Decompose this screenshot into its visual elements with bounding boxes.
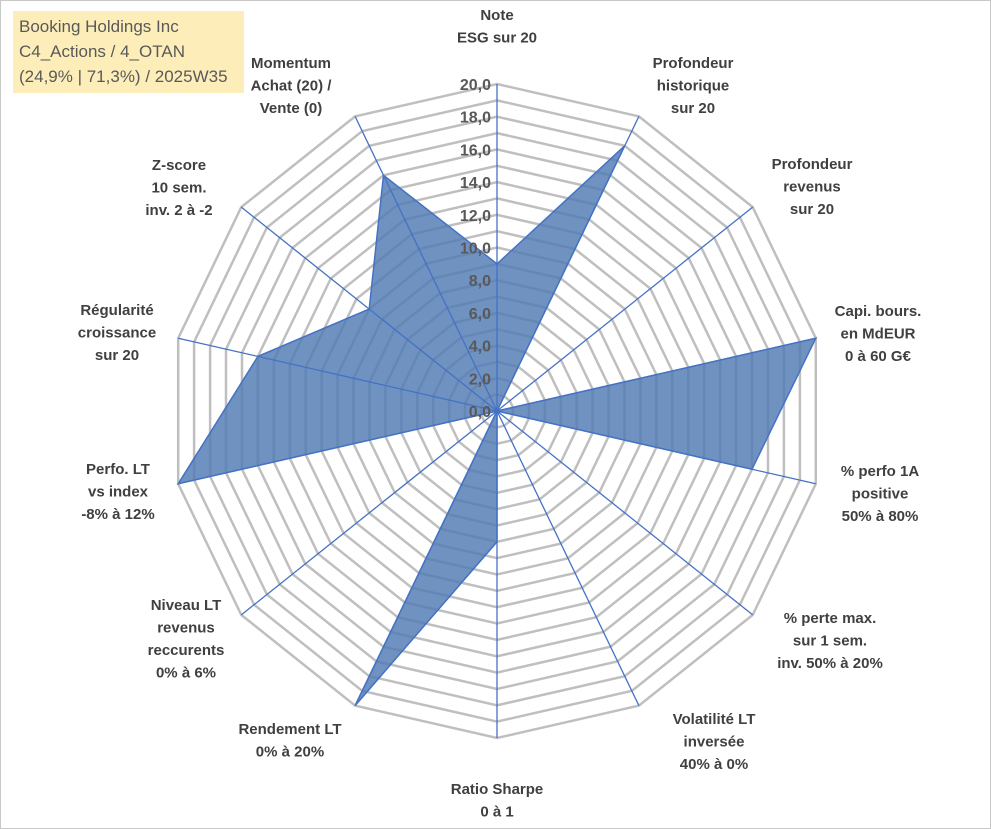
axis-label: Profondeur revenus sur 20 [772,156,853,218]
axis-label: Z-score 10 sem. inv. 2 à -2 [145,157,212,219]
axis-label: Capi. bours. en MdEUR 0 à 60 G€ [835,303,922,365]
axis-spoke [496,410,754,616]
axis-label-line: Profondeur [772,156,853,173]
axis-label-line: sur 20 [671,100,715,117]
axis-label-line: 10 sem. [151,180,206,197]
axis-label-line: Régularité [80,302,153,319]
axis-label: Volatilité LT inversée 40% à 0% [673,711,756,773]
axis-label-line: sur 20 [790,201,834,218]
axis-label-line: Rendement LT [238,721,341,738]
axis-spoke [240,206,498,412]
axis-label: Note ESG sur 20 [457,7,537,47]
axis-label-line: Note [480,7,513,24]
axis-label-line: 0% à 6% [156,665,216,682]
axis-label-line: en MdEUR [841,326,916,343]
axis-spoke [354,410,498,706]
axis-label-line: % perte max. [784,610,877,627]
axis-label-line: Perfo. LT [86,461,150,478]
axis-label-line: historique [657,78,730,95]
title-company: Booking Holdings Inc [19,17,179,36]
axis-label-line: Z-score [152,157,206,174]
radial-tick-label: 0,0 [469,404,491,421]
axis-label-line: reccurents [148,642,225,659]
axis-label-line: Ratio Sharpe [451,781,544,798]
axis-label-line: 0 à 60 G€ [845,348,912,365]
axis-label: Rendement LT 0% à 20% [238,721,341,761]
axis-label-line: % perfo 1A [841,463,920,480]
axis-label: Momentum Achat (20) / Vente (0) [251,55,333,117]
axis-label-line: inv. 50% à 20% [777,655,883,672]
axis-label-line: ESG sur 20 [457,30,537,47]
axis-label-line: -8% à 12% [81,506,154,523]
radial-tick-label: 14,0 [460,175,491,192]
axis-label-line: inv. 2 à -2 [145,202,212,219]
radial-tick-label: 12,0 [460,208,491,225]
title-stats: (24,9% | 71,3%) / 2025W35 [19,67,228,86]
axis-label-line: Vente (0) [260,100,323,117]
radial-tick-label: 6,0 [469,306,491,323]
axis-spoke [496,410,640,706]
axis-label: Perfo. LT vs index -8% à 12% [81,461,154,523]
radial-tick-label: 4,0 [469,339,491,356]
axis-spoke [178,410,498,485]
radial-tick-label: 10,0 [460,241,491,258]
axis-label: Profondeur historique sur 20 [653,55,734,117]
axis-spoke [178,337,498,412]
axis-spoke [354,116,498,412]
axis-label: % perte max. sur 1 sem. inv. 50% à 20% [777,610,883,672]
axis-label: Régularité croissance sur 20 [78,302,156,364]
title-category: C4_Actions / 4_OTAN [19,42,185,61]
axis-label-line: Niveau LT [151,597,222,614]
axis-label-line: 50% à 80% [842,508,919,525]
axis-label-line: sur 20 [95,347,139,364]
axis-label-line: 0% à 20% [256,744,324,761]
axis-label-line: vs index [88,484,149,501]
radial-tick-label: 18,0 [460,110,491,127]
radial-tick-label: 2,0 [469,371,491,388]
axis-label-line: inversée [684,734,745,751]
axis-label-line: Profondeur [653,55,734,72]
radial-tick-label: 20,0 [460,77,491,94]
axis-label-line: positive [852,486,909,503]
axis-spoke [240,410,498,616]
axis-label-line: 0 à 1 [480,804,513,821]
radial-tick-label: 8,0 [469,273,491,290]
axis-label-line: Momentum [251,55,331,72]
axis-label-line: Capi. bours. [835,303,922,320]
axis-label-line: sur 1 sem. [793,633,867,650]
axis-label-line: revenus [783,179,841,196]
axis-label: Niveau LT revenus reccurents 0% à 6% [148,597,225,682]
axis-spoke [496,337,816,412]
axis-spoke [496,410,816,485]
axis-label-line: 40% à 0% [680,756,748,773]
axis-label: % perfo 1A positive 50% à 80% [841,463,920,525]
axis-label-line: croissance [78,325,156,342]
axis-spoke [496,116,640,412]
axis-spoke [496,206,754,412]
title-box: Booking Holdings Inc C4_Actions / 4_OTAN… [13,11,244,93]
axis-label-line: revenus [157,620,215,637]
axis-label-line: Volatilité LT [673,711,756,728]
axis-label: Ratio Sharpe 0 à 1 [451,781,544,821]
axis-label-line: Achat (20) / [251,78,333,95]
radial-tick-label: 16,0 [460,142,491,159]
